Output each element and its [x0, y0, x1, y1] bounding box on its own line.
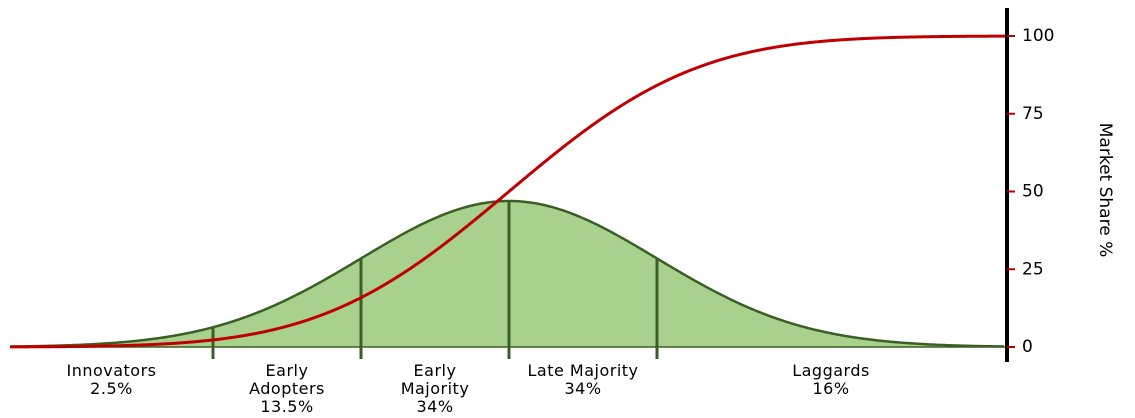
- y-axis-label: Market Share %: [1095, 123, 1115, 257]
- segment-name: Innovators: [66, 361, 157, 380]
- y-tick-label: 0: [1022, 337, 1033, 357]
- segment-label: Innovators 2.5%: [47, 362, 177, 398]
- segment-share: 34%: [564, 379, 602, 398]
- adopter-segment: [509, 201, 657, 347]
- segment-label: Late Majority 34%: [518, 362, 648, 398]
- y-tick-label: 25: [1022, 259, 1044, 279]
- segment-name: Early Adopters: [249, 361, 325, 398]
- adoption-curve: [9, 34, 1006, 349]
- bell-outline: [9, 199, 1005, 348]
- y-tick-label: 50: [1022, 182, 1044, 202]
- adopter-segment: [10, 327, 213, 347]
- segment-share: 13.5%: [260, 397, 314, 416]
- segment-share: 16%: [812, 379, 850, 398]
- segment-name: Laggards: [792, 361, 870, 380]
- segment-label: Early Majority 34%: [370, 362, 500, 416]
- segment-name: Early Majority: [400, 361, 470, 398]
- segment-share: 34%: [416, 397, 454, 416]
- adopter-segment: [657, 258, 1005, 347]
- segment-label: Early Adopters 13.5%: [222, 362, 352, 416]
- segment-share: 2.5%: [90, 379, 133, 398]
- adopter-segment: [361, 201, 509, 347]
- y-tick-label: 75: [1022, 104, 1044, 124]
- y-tick-label: 100: [1022, 26, 1054, 46]
- segment-name: Late Majority: [527, 361, 639, 380]
- segment-label: Laggards 16%: [766, 362, 896, 398]
